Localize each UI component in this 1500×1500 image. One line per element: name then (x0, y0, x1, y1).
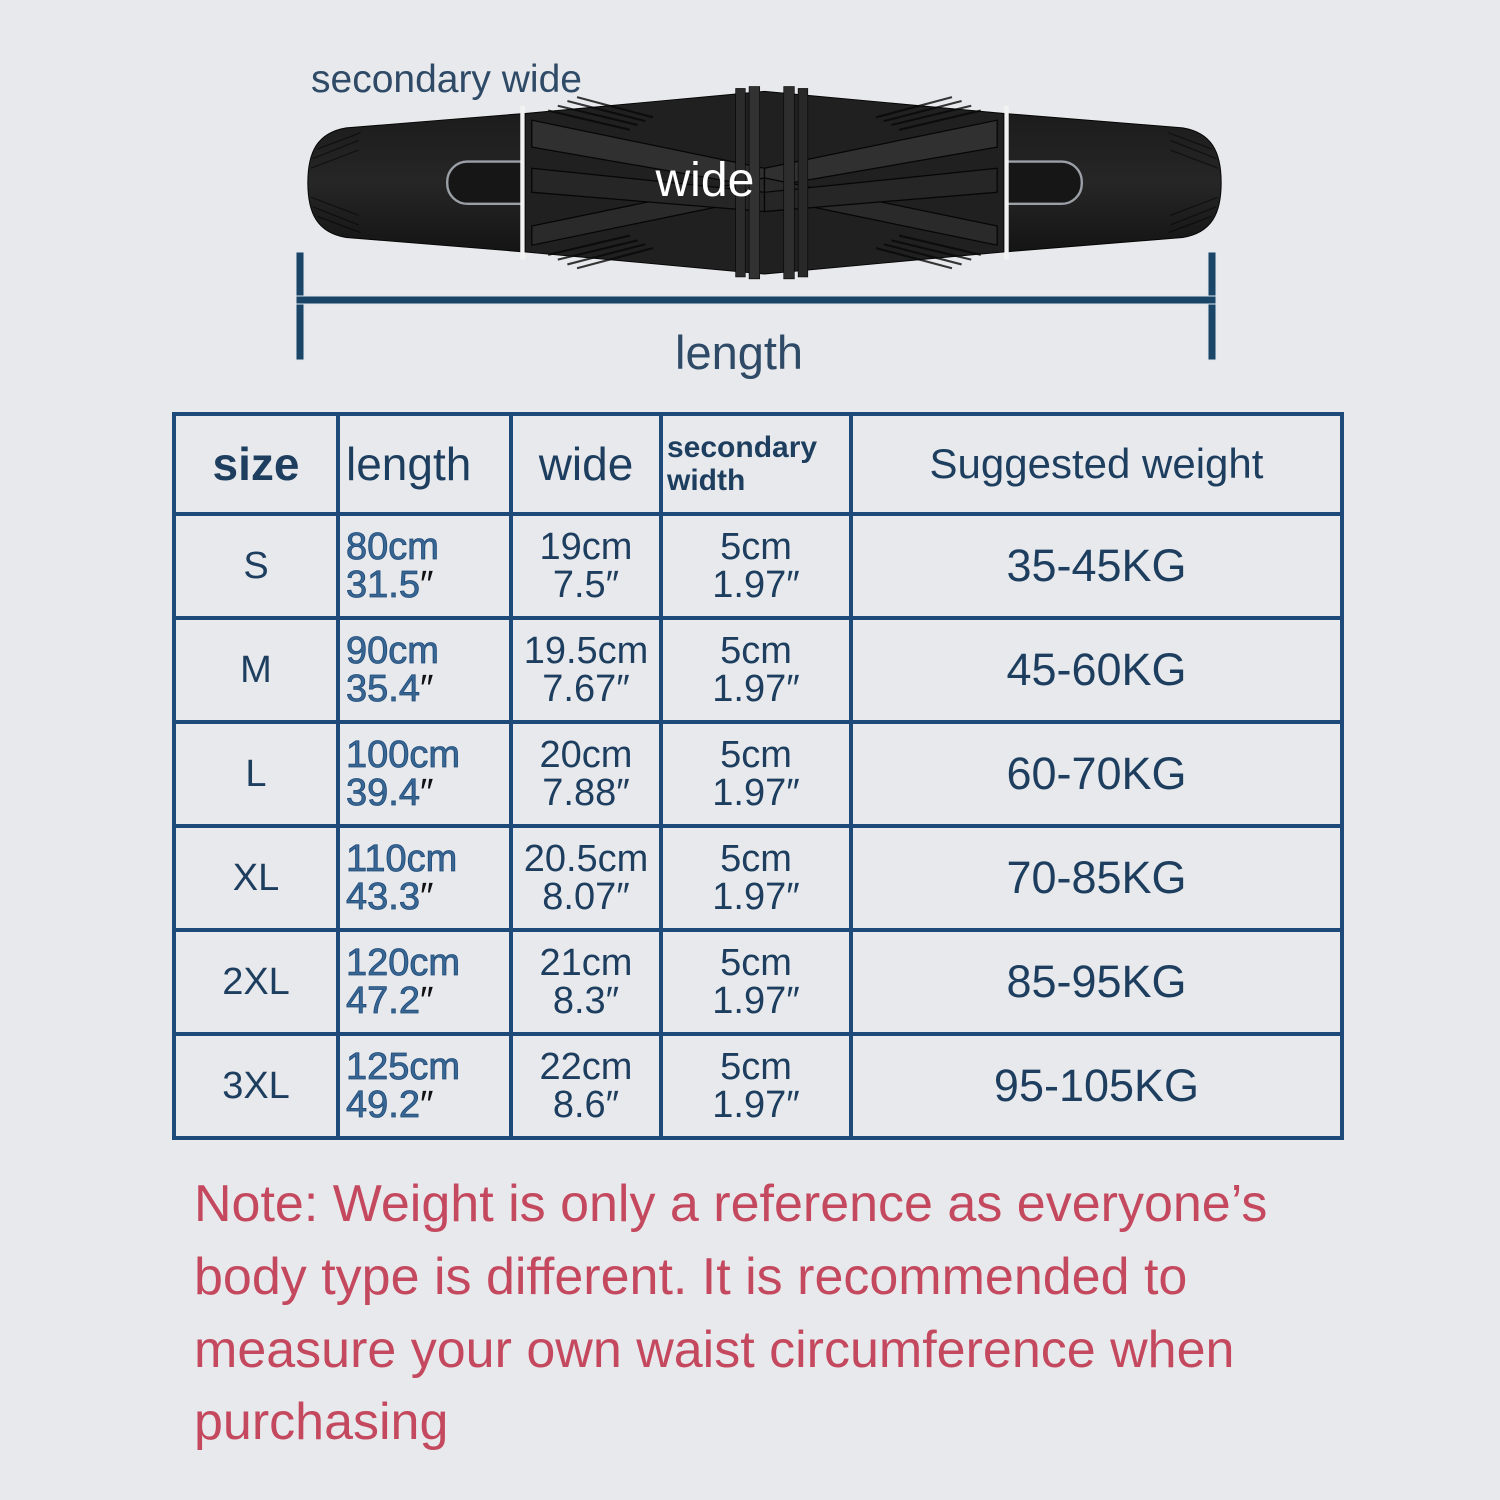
svg-text:wide: wide (654, 153, 754, 207)
